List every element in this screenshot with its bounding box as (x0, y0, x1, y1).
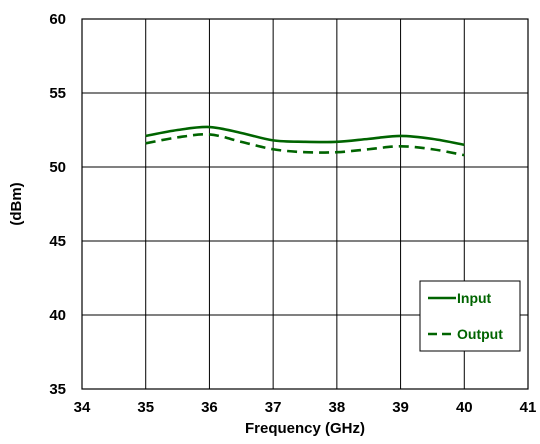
y-tick-labels: 35 40 45 50 55 60 (49, 11, 66, 398)
x-tick-label: 37 (265, 399, 282, 416)
x-tick-label: 40 (456, 399, 473, 416)
y-axis-label: (dBm) (8, 182, 25, 225)
y-tick-label: 60 (49, 11, 66, 28)
legend-label-input: Input (457, 290, 492, 306)
x-tick-label: 41 (520, 399, 537, 416)
x-tick-labels: 34 35 36 37 38 39 40 41 (74, 399, 537, 416)
y-tick-label: 40 (49, 307, 66, 324)
x-axis-label: Frequency (GHz) (245, 420, 365, 437)
x-tick-label: 36 (201, 399, 218, 416)
y-tick-label: 50 (49, 159, 66, 176)
series-layer (146, 127, 465, 155)
x-tick-label: 38 (329, 399, 346, 416)
legend-label-output: Output (457, 326, 503, 342)
y-tick-label: 55 (49, 85, 66, 102)
legend: Input Output (420, 281, 520, 351)
y-tick-label: 35 (49, 381, 66, 398)
x-tick-label: 34 (74, 399, 91, 416)
x-tick-label: 39 (392, 399, 409, 416)
x-tick-label: 35 (137, 399, 154, 416)
y-tick-label: 45 (49, 233, 66, 250)
